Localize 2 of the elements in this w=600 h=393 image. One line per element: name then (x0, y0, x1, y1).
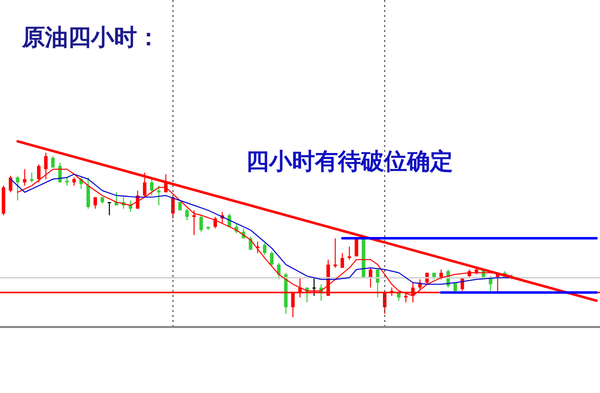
annotation: 四小时有待破位确定 (246, 148, 453, 177)
chart-title: 原油四小时： (22, 24, 160, 53)
